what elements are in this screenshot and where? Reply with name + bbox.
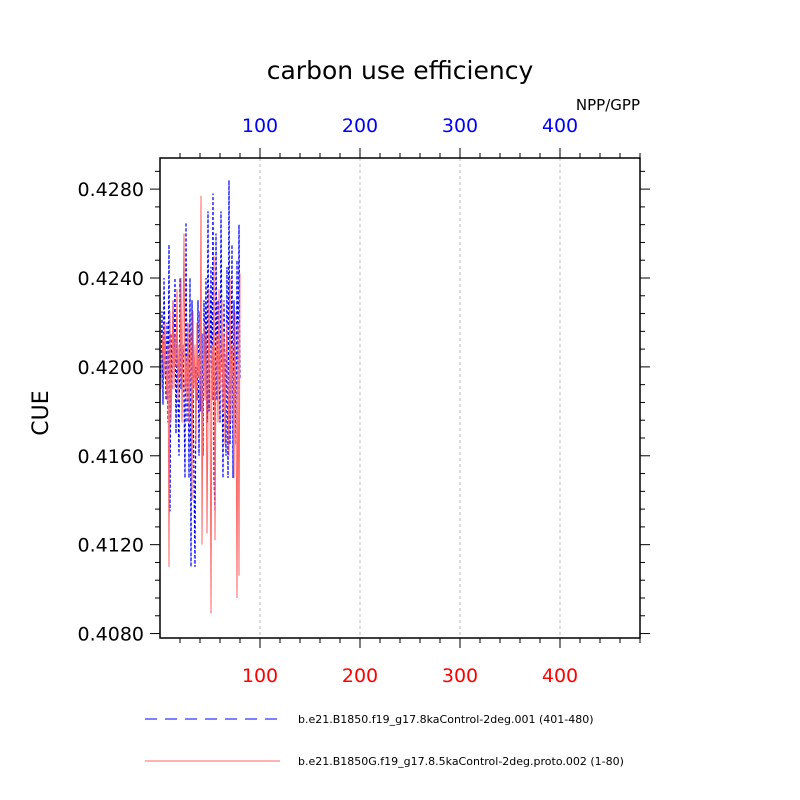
series-layer [160,180,241,614]
x-tick-label-bottom: 100 [242,665,278,687]
x-tick-label-top: 300 [442,115,478,137]
x-tick-label-top: 200 [342,115,378,137]
y-tick-label: 0.4120 [78,535,144,557]
chart-title: carbon use efficiency [267,56,534,85]
legend: b.e21.B1850.f19_g17.8kaControl-2deg.001 … [145,713,624,768]
series-line-red [160,195,241,614]
x-tick-label-bottom: 200 [342,665,378,687]
legend-label: b.e21.B1850.f19_g17.8kaControl-2deg.001 … [298,713,594,726]
chart-subtitle: NPP/GPP [576,96,640,114]
x-tick-label-top: 100 [242,115,278,137]
x-tick-label-top: 400 [542,115,578,137]
y-axis-label: CUE [29,390,54,435]
x-tick-label-bottom: 400 [542,665,578,687]
y-tick-label: 0.4240 [78,268,144,290]
legend-label: b.e21.B1850G.f19_g17.8.5kaControl-2deg.p… [298,755,624,768]
x-tick-label-bottom: 300 [442,665,478,687]
y-tick-label: 0.4280 [78,179,144,201]
gridlines [259,158,561,638]
y-tick-label: 0.4200 [78,357,144,379]
y-tick-label: 0.4080 [78,624,144,646]
y-tick-label: 0.4160 [78,446,144,468]
plot-frame [159,157,641,639]
axes: 100 100 200 200 300 300 400 400 0.4080 0.4120 0.41… [78,115,650,687]
